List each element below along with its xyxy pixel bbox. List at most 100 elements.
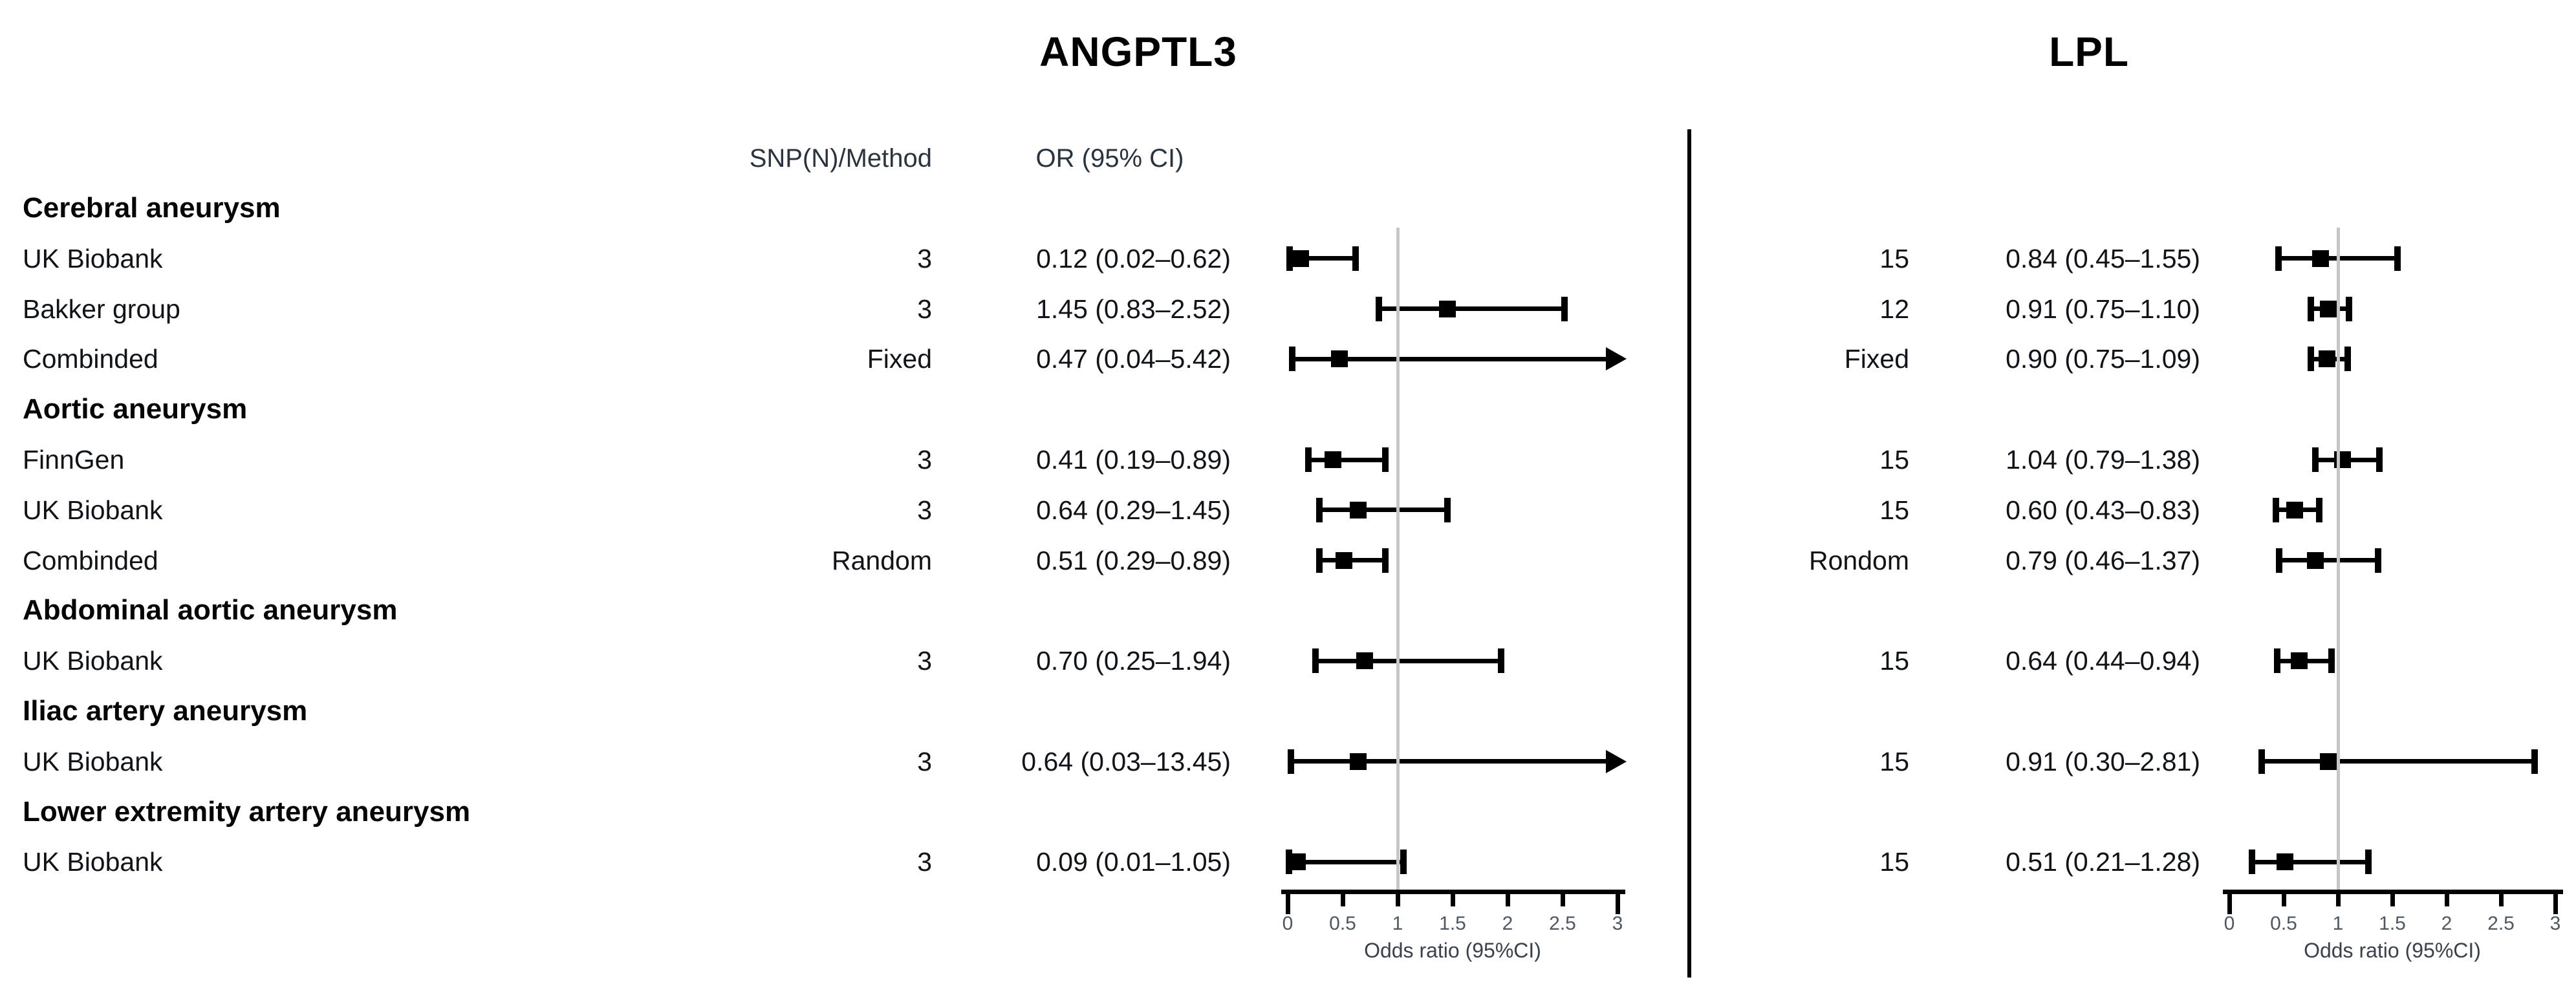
group-row-label: Aortic aneurysm <box>23 393 248 425</box>
study-row-label: UK Biobank <box>23 847 163 877</box>
or-ci-value: 0.41 (0.19–0.89) <box>1036 445 1231 475</box>
x-axis-tick-label: 3 <box>1612 913 1623 934</box>
ci-line <box>1288 859 1403 864</box>
or-ci-value: 1.45 (0.83–2.52) <box>1036 294 1231 324</box>
x-axis-tick-label: 0 <box>1282 913 1293 934</box>
snp-method-value: Fixed <box>1844 344 1909 374</box>
point-estimate <box>2276 853 2293 871</box>
ci-line <box>2262 759 2535 764</box>
or-ci-value: 0.70 (0.25–1.94) <box>1036 646 1231 676</box>
snp-method-value: 3 <box>917 746 932 776</box>
snp-method-value: 3 <box>917 847 932 877</box>
group-row-label: Lower extremity artery aneurysm <box>23 795 471 828</box>
x-axis-tick <box>1395 890 1400 906</box>
x-axis-tick <box>2335 890 2341 906</box>
snp-method-value: 15 <box>1879 445 1909 475</box>
x-axis-tick <box>2553 890 2558 914</box>
ci-arrow-right <box>1606 749 1627 773</box>
or-ci-value: 0.64 (0.03–13.45) <box>1021 746 1231 776</box>
x-axis-tick-label: 0 <box>2224 913 2235 934</box>
or-ci-value: 1.04 (0.79–1.38) <box>2006 445 2200 475</box>
ci-cap-left <box>2308 296 2314 321</box>
snp-method-value: 12 <box>1879 294 1909 324</box>
point-estimate <box>1330 350 1348 368</box>
point-estimate <box>2290 652 2308 670</box>
ci-cap-left <box>2308 347 2314 372</box>
ci-cap-left <box>2258 749 2266 774</box>
ci-cap-right <box>1497 648 1504 674</box>
x-axis-tick-label: 2 <box>2441 913 2452 934</box>
x-axis-tick <box>2444 890 2449 906</box>
point-estimate <box>1438 300 1456 317</box>
panel-title-lpl: LPL <box>2049 28 2129 75</box>
ci-cap-left <box>2276 548 2283 573</box>
column-header-or-ci: OR (95% CI) <box>1035 144 1184 173</box>
point-estimate <box>1289 853 1306 871</box>
ci-line <box>2252 859 2369 864</box>
ci-cap-left <box>1288 749 1295 774</box>
ci-line <box>1291 759 1620 764</box>
x-axis-tick <box>2227 890 2232 914</box>
ci-cap-left <box>2273 648 2280 674</box>
point-estimate <box>2319 753 2337 770</box>
point-estimate <box>2312 250 2330 267</box>
x-axis-tick-label: 2.5 <box>2487 913 2515 934</box>
study-row-label: UK Biobank <box>23 243 163 273</box>
point-estimate <box>2319 350 2336 368</box>
x-axis-tick <box>1615 890 1620 914</box>
column-header-snp-method: SNP(N)/Method <box>749 144 932 173</box>
x-axis-tick <box>1505 890 1510 906</box>
point-estimate <box>1292 250 1310 267</box>
ci-cap-left <box>1316 497 1323 522</box>
snp-method-value: Fixed <box>867 344 932 374</box>
x-axis-tick <box>1340 890 1345 906</box>
ci-cap-right <box>1382 447 1389 472</box>
group-row-label: Iliac artery aneurysm <box>23 695 308 727</box>
point-estimate <box>2306 551 2324 569</box>
x-axis-tick <box>1450 890 1455 906</box>
x-axis-tick-label: 1 <box>1392 913 1403 934</box>
snp-method-value: 15 <box>1879 646 1909 676</box>
x-axis-tick <box>2498 890 2504 906</box>
x-axis-tick <box>2390 890 2395 906</box>
x-axis-tick <box>1285 890 1290 914</box>
snp-method-value: 15 <box>1879 746 1909 776</box>
ci-arrow-right <box>1606 347 1627 371</box>
ci-cap-right <box>2345 296 2352 321</box>
x-axis-tick-label: 2.5 <box>1549 913 1576 934</box>
or-ci-value: 0.12 (0.02–0.62) <box>1036 243 1231 273</box>
point-estimate <box>1349 753 1367 770</box>
study-row-label: Combinded <box>23 545 158 575</box>
or-ci-value: 0.51 (0.29–0.89) <box>1036 545 1231 575</box>
study-row-label: UK Biobank <box>23 646 163 676</box>
snp-method-value: Rondom <box>1809 545 1909 575</box>
or-ci-value: 0.60 (0.43–0.83) <box>2006 495 2200 525</box>
ci-cap-right <box>2316 497 2323 522</box>
snp-method-value: 3 <box>917 495 932 525</box>
x-axis-tick-label: 0.5 <box>1329 913 1356 934</box>
snp-method-value: Random <box>832 545 932 575</box>
or-ci-value: 0.09 (0.01–1.05) <box>1036 847 1231 877</box>
x-axis-tick-label: 3 <box>2549 913 2561 934</box>
or-ci-value: 0.91 (0.30–2.81) <box>2006 746 2200 776</box>
point-estimate <box>1356 652 1373 670</box>
x-axis-tick-label: 2 <box>1502 913 1513 934</box>
point-estimate <box>2319 300 2337 317</box>
x-axis-tick-label: 1.5 <box>2379 913 2406 934</box>
ci-line <box>1292 356 1620 361</box>
ci-cap-left <box>1305 447 1312 472</box>
panel-title-angptl3: ANGPTL3 <box>1039 28 1237 75</box>
or-ci-value: 0.64 (0.44–0.94) <box>2006 646 2200 676</box>
x-axis-tick <box>1560 890 1565 906</box>
or-ci-value: 0.91 (0.75–1.10) <box>2006 294 2200 324</box>
study-row-label: UK Biobank <box>23 746 163 776</box>
ci-cap-right <box>2376 447 2383 472</box>
or-ci-value: 0.64 (0.29–1.45) <box>1036 495 1231 525</box>
snp-method-value: 3 <box>917 445 932 475</box>
group-row-label: Abdominal aortic aneurysm <box>23 594 398 626</box>
group-row-label: Cerebral aneurysm <box>23 192 281 224</box>
snp-method-value: 15 <box>1879 495 1909 525</box>
ci-line <box>1379 306 1565 312</box>
or-ci-value: 0.79 (0.46–1.37) <box>2006 545 2200 575</box>
point-estimate <box>1324 451 1341 468</box>
